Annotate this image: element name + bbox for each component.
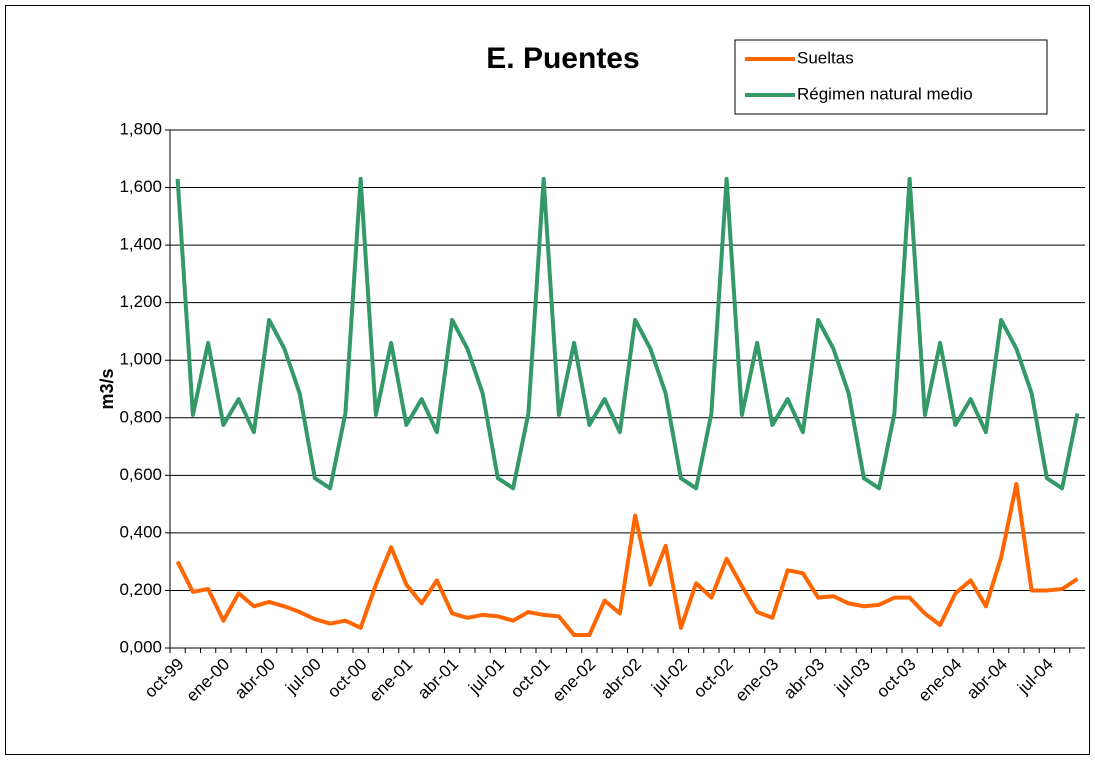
- y-tick-label: 0,400: [119, 522, 162, 541]
- legend-label: Sueltas: [797, 48, 854, 67]
- y-tick-label: 0,600: [119, 465, 162, 484]
- y-tick-label: 0,000: [119, 637, 162, 656]
- series-line: [175, 481, 1079, 638]
- y-tick-label: 0,200: [119, 580, 162, 599]
- chart-border: [5, 5, 1090, 755]
- y-tick-label: 1,800: [119, 119, 162, 138]
- y-axis-label: m3/s: [97, 368, 117, 409]
- y-tick-label: 0,800: [119, 407, 162, 426]
- y-tick-label: 1,200: [119, 292, 162, 311]
- legend-label: Régimen natural medio: [797, 84, 973, 103]
- series-line: [175, 176, 1080, 491]
- y-tick-label: 1,400: [119, 235, 162, 254]
- y-tick-label: 1,600: [119, 177, 162, 196]
- legend-box: [734, 39, 1048, 115]
- y-tick-label: 1,000: [119, 350, 162, 369]
- chart-title: E. Puentes: [486, 42, 639, 75]
